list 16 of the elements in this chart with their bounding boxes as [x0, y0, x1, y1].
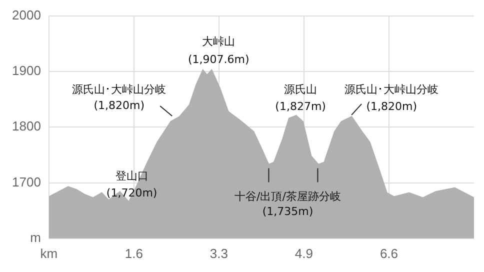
x-tick-label: 3.3 [210, 246, 228, 261]
y-tick-label: 1700 [12, 174, 41, 190]
y-tick-label: 2000 [12, 7, 41, 22]
y-tick-label: 1900 [12, 63, 41, 78]
y-tick-label: 1800 [12, 118, 41, 134]
annotation: 登山口 (1,720m) [106, 169, 158, 200]
annotation: 源氏山･大峠山分岐 (1,820m) [344, 82, 439, 113]
annotation: 源氏山･大峠山分岐 (1,820m) [72, 82, 166, 112]
annotation: 源氏山 (1,827m) [275, 82, 326, 113]
x-tick-label: 1.6 [124, 246, 143, 261]
annotation: 大峠山 (1,907.6m) [188, 35, 250, 66]
annotation: 十谷/出頂/茶屋跡分岐 (1,735m) [234, 190, 341, 218]
x-tick-label: km [40, 246, 58, 261]
x-tick-label: 6.6 [380, 246, 398, 261]
y-tick-label: m [30, 230, 41, 245]
x-tick-label: 4.9 [294, 246, 314, 261]
